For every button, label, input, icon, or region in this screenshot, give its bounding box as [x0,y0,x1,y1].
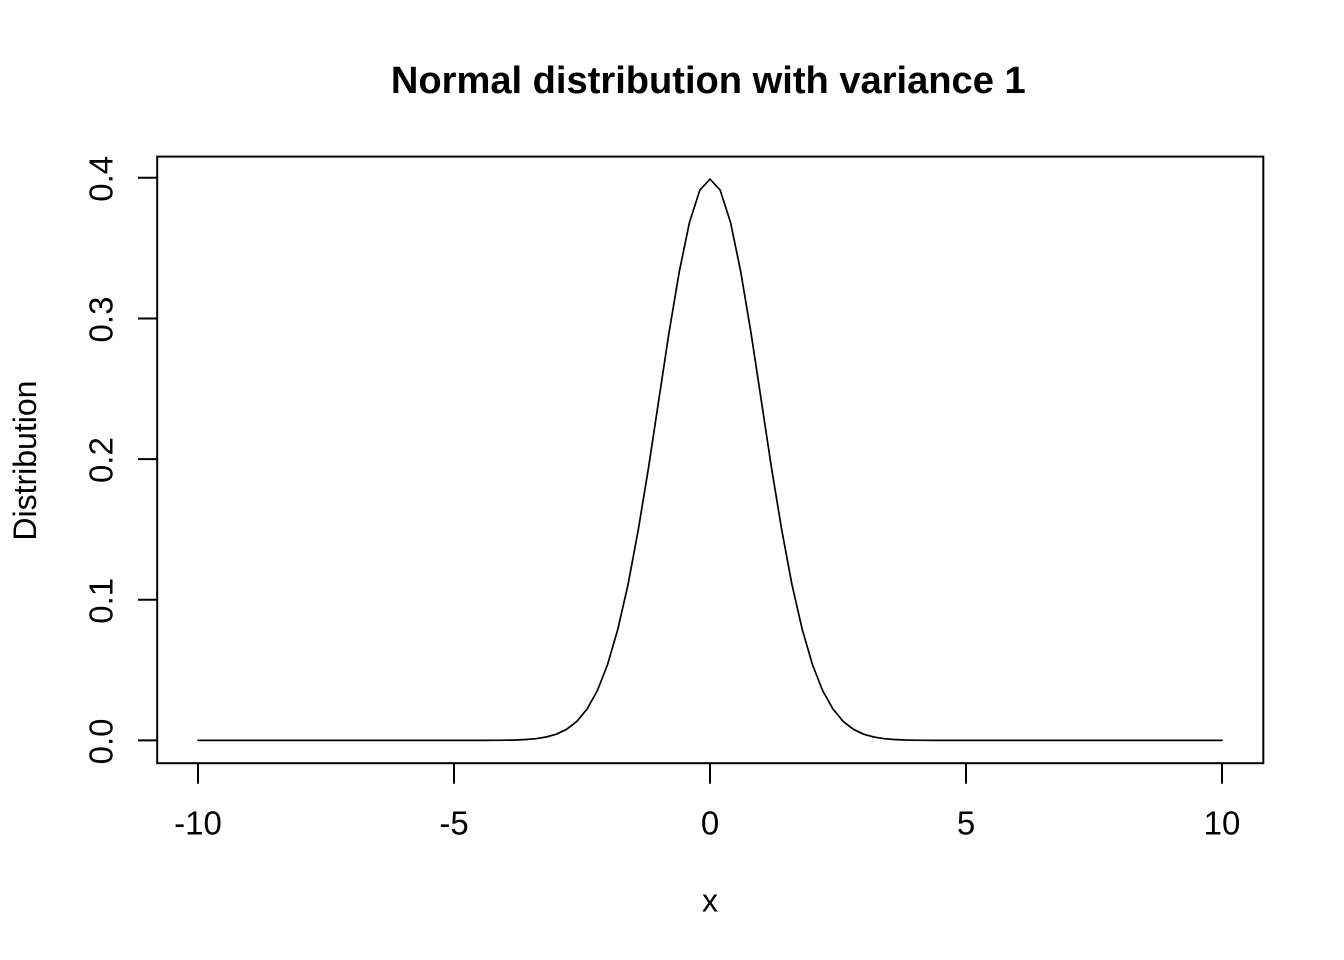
svg-text:x: x [702,883,718,919]
svg-text:0.0: 0.0 [83,718,120,764]
svg-text:-5: -5 [439,804,468,841]
svg-text:0.2: 0.2 [83,437,120,483]
svg-text:0: 0 [701,804,719,841]
svg-text:Normal distribution with varia: Normal distribution with variance 1 [391,60,1026,102]
svg-text:0.4: 0.4 [83,156,120,202]
svg-text:-10: -10 [174,804,222,841]
svg-text:0.1: 0.1 [83,578,120,624]
svg-text:0.3: 0.3 [83,297,120,343]
svg-text:Distribution: Distribution [7,381,43,541]
svg-text:5: 5 [957,804,975,841]
svg-text:10: 10 [1204,804,1241,841]
